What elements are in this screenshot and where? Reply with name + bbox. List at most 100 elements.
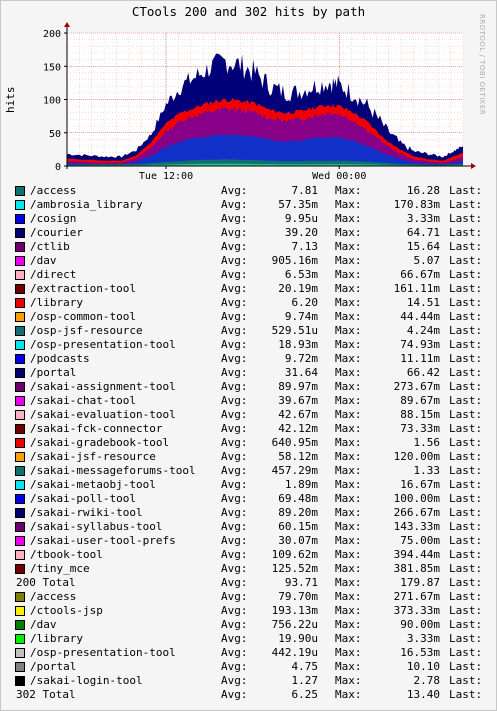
legend-avg-value: 20.19m (278, 282, 318, 295)
legend-max-label: Max: (335, 534, 362, 547)
y-tick-label: 150 (43, 62, 61, 73)
legend-swatch (15, 550, 25, 560)
legend-total-row: 302 Total Avg: 6.25 Max: 13.40 Last: (0, 688, 497, 702)
legend-avg-value: 30.07m (278, 534, 318, 547)
legend-swatch (15, 438, 25, 448)
legend-avg-value: 6.53m (284, 268, 318, 281)
legend-max-label: Max: (335, 520, 362, 533)
legend-avg-value: 1.27 (291, 674, 319, 687)
legend-last-label: Last: (449, 366, 483, 379)
legend-swatch (15, 634, 25, 644)
legend-max-value: 75.00m (400, 534, 440, 547)
legend-series-name: /sakai-jsf-resource (30, 450, 156, 463)
legend-last-label: Last: (449, 338, 483, 351)
legend-row: /access Avg: 79.70m Max: 271.67m Last: (0, 590, 497, 604)
legend-series-name: /sakai-chat-tool (30, 394, 136, 407)
legend-avg-value: 640.95m (271, 436, 318, 449)
legend-max-label: Max: (335, 198, 362, 211)
legend-series-name: /ambrosia_library (30, 198, 143, 211)
legend-max-value: 3.33m (406, 632, 440, 645)
legend-last-label: Last: (449, 324, 483, 337)
legend-row: /dav Avg: 756.22u Max: 90.00m Last: (0, 618, 497, 632)
legend-avg-label: Avg: (221, 380, 248, 393)
legend-max-value: 1.56 (413, 436, 441, 449)
legend-series-name: /sakai-metaobj-tool (30, 478, 156, 491)
legend-swatch (15, 648, 25, 658)
legend-max-value: 16.53m (400, 646, 440, 659)
legend-avg-value: 18.93m (278, 338, 318, 351)
legend-max-value: 5.07 (413, 254, 441, 267)
legend-row: /osp-common-tool Avg: 9.74m Max: 44.44m Last: (0, 310, 497, 324)
legend-last-label: Last: (449, 408, 483, 421)
legend-series-name: /direct (30, 268, 77, 281)
legend-max-label: Max: (335, 492, 362, 505)
legend-avg-label: Avg: (221, 688, 248, 701)
legend-avg-label: Avg: (221, 212, 248, 225)
legend-row: /ctools-jsp Avg: 193.13m Max: 373.33m Last: (0, 604, 497, 618)
legend-row: /sakai-user-tool-prefs Avg: 30.07m Max: 75.0… (0, 534, 497, 548)
legend-max-value: 16.28 (406, 184, 440, 197)
legend-series-name: /osp-presentation-tool (30, 338, 176, 351)
legend-max-value: 89.67m (400, 394, 440, 407)
legend-last-label: Last: (449, 506, 483, 519)
legend-max-label: Max: (335, 394, 362, 407)
legend-last-label: Last: (449, 464, 483, 477)
legend-last-label: Last: (449, 296, 483, 309)
legend-max-value: 74.93m (400, 338, 440, 351)
legend-swatch (15, 284, 25, 294)
legend-last-label: Last: (449, 310, 483, 323)
legend-avg-value: 9.74m (284, 310, 318, 323)
legend-last-label: Last: (449, 590, 483, 603)
chart-title: CTools 200 and 302 hits by path (131, 4, 366, 19)
legend-max-label: Max: (335, 352, 362, 365)
legend-max-value: 73.33m (400, 422, 440, 435)
legend-row: /tiny_mce Avg: 125.52m Max: 381.85m Last: (0, 562, 497, 576)
legend-max-label: Max: (335, 422, 362, 435)
legend-row: /sakai-metaobj-tool Avg: 1.89m Max: 16.67m La… (0, 478, 497, 492)
legend-max-value: 10.10 (406, 660, 440, 673)
legend-row: /osp-jsf-resource Avg: 529.51u Max: 4.24m Las… (0, 324, 497, 338)
legend-total-name: 200 Total (16, 576, 76, 589)
legend-avg-label: Avg: (221, 660, 248, 673)
legend-avg-value: 9.72m (284, 352, 318, 365)
legend-max-value: 66.67m (400, 268, 440, 281)
legend-series-name: /sakai-syllabus-tool (30, 520, 163, 533)
legend-avg-value: 125.52m (271, 562, 318, 575)
legend-row: /sakai-chat-tool Avg: 39.67m Max: 89.67m Last… (0, 394, 497, 408)
x-tick-label: Wed 00:00 (312, 171, 366, 182)
legend-swatch (15, 662, 25, 672)
legend-avg-label: Avg: (221, 548, 248, 561)
legend-last-label: Last: (449, 450, 483, 463)
legend-swatch (15, 508, 25, 518)
legend-max-value: 373.33m (393, 604, 440, 617)
legend-row: /library Avg: 6.20 Max: 14.51 Last: (0, 296, 497, 310)
legend-max-value: 273.67m (393, 380, 440, 393)
legend-avg-value: 6.25 (291, 688, 319, 701)
legend-avg-value: 457.29m (271, 464, 318, 477)
legend-max-value: 271.67m (393, 590, 440, 603)
legend-row: /sakai-rwiki-tool Avg: 89.20m Max: 266.67m La… (0, 506, 497, 520)
legend-series-name: /courier (30, 226, 83, 239)
legend-max-label: Max: (335, 282, 362, 295)
legend-max-label: Max: (335, 562, 362, 575)
legend-total-row: 200 Total Avg: 93.71 Max: 179.87 Last: (0, 576, 497, 590)
legend-avg-value: 109.62m (271, 548, 318, 561)
legend-avg-label: Avg: (221, 618, 248, 631)
legend-last-label: Last: (449, 226, 483, 239)
legend-avg-label: Avg: (221, 464, 248, 477)
legend-max-value: 381.85m (393, 562, 440, 575)
legend-max-label: Max: (335, 464, 362, 477)
legend-swatch (15, 256, 25, 266)
legend-avg-label: Avg: (221, 240, 248, 253)
y-tick-label: 50 (49, 129, 61, 140)
legend-last-label: Last: (449, 352, 483, 365)
legend-max-label: Max: (335, 436, 362, 449)
legend-last-label: Last: (449, 576, 483, 589)
legend-avg-label: Avg: (221, 534, 248, 547)
legend-swatch (15, 340, 25, 350)
legend-max-label: Max: (335, 324, 362, 337)
legend-row: /osp-presentation-tool Avg: 18.93m Max: 74.9… (0, 338, 497, 352)
legend-avg-label: Avg: (221, 632, 248, 645)
legend-max-value: 266.67m (393, 506, 440, 519)
legend-swatch (15, 228, 25, 238)
